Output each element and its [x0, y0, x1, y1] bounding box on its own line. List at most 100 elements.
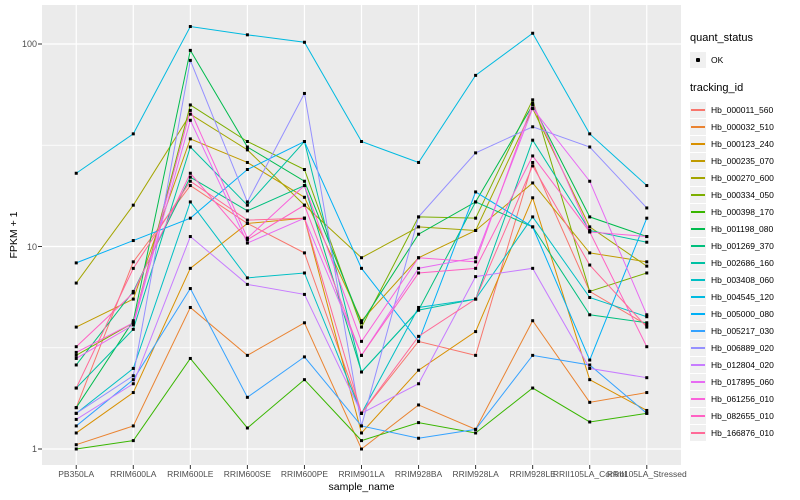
data-point [360, 447, 363, 451]
data-point [188, 48, 192, 52]
data-point [302, 91, 306, 95]
data-point [188, 179, 192, 183]
legend-item-quant-ok: OK [690, 51, 798, 68]
legend-item: Hb_001269_370 [690, 237, 798, 254]
data-point [74, 356, 78, 360]
data-point [245, 160, 249, 164]
data-point [531, 160, 535, 164]
data-point [645, 376, 649, 380]
data-point [531, 353, 535, 357]
data-point [588, 251, 592, 255]
legend-item-label: Hb_082655_010 [711, 410, 774, 421]
data-point [474, 427, 478, 431]
data-point [74, 411, 78, 415]
data-point [131, 327, 135, 331]
legend-item-label: Hb_001269_370 [711, 240, 774, 251]
data-point [588, 295, 592, 299]
legend-key-swatch [690, 135, 706, 152]
data-point [74, 325, 78, 329]
data-point [588, 263, 592, 267]
data-point [360, 411, 363, 415]
legend-title-quant-status: quant_status [690, 32, 753, 44]
legend-key-swatch [690, 390, 706, 407]
data-point [360, 370, 363, 374]
legend-item: Hb_003408_060 [690, 271, 798, 288]
data-point [531, 319, 535, 323]
data-point [531, 386, 535, 390]
legend-color-line-icon [691, 244, 705, 247]
data-point [131, 439, 135, 443]
data-point [360, 325, 363, 329]
legend-key-swatch [690, 254, 706, 271]
data-point [474, 216, 478, 220]
data-point [74, 424, 78, 428]
legend-item-label: Hb_000398_170 [711, 206, 774, 217]
data-point [131, 378, 135, 382]
legend-color-line-icon [691, 159, 705, 162]
data-point [360, 339, 363, 343]
legend-key-swatch [690, 118, 706, 135]
legend-color-line-icon [691, 261, 705, 264]
legend-item: Hb_000123_240 [690, 135, 798, 152]
data-point [302, 321, 306, 325]
legend-color-line-icon [691, 227, 705, 230]
data-point [131, 132, 135, 136]
data-point [645, 260, 649, 264]
data-point [360, 140, 363, 144]
data-point [360, 353, 363, 357]
data-point [302, 271, 306, 275]
y-tick-label: 100 [21, 39, 37, 49]
data-point [645, 323, 649, 327]
data-point [588, 132, 592, 136]
data-point [188, 356, 192, 360]
data-point [531, 196, 535, 200]
x-tick-label: RRIM600LE [167, 469, 214, 479]
data-point [245, 145, 249, 149]
data-point [131, 391, 135, 395]
legend-key-swatch [690, 339, 706, 356]
legend-color-line-icon [691, 108, 705, 111]
legend-key-swatch [690, 101, 706, 118]
legend-item-label: Hb_000270_600 [711, 172, 774, 183]
data-point [417, 232, 421, 236]
legend-color-line-icon [691, 397, 705, 400]
legend-key-swatch [690, 373, 706, 390]
data-point [302, 216, 306, 220]
data-point [645, 235, 649, 239]
data-point [74, 431, 78, 435]
data-point [188, 58, 192, 62]
legend-color-line-icon [691, 278, 705, 281]
data-point [531, 101, 535, 105]
data-point [245, 148, 249, 152]
data-point [531, 215, 535, 219]
data-point [474, 200, 478, 204]
legend-color-line-icon [691, 329, 705, 332]
data-point [188, 287, 192, 291]
data-point [74, 406, 78, 410]
legend-item-label: Hb_006889_020 [711, 342, 774, 353]
data-point [417, 421, 421, 425]
data-point [531, 181, 535, 185]
data-point [417, 215, 421, 219]
legend-item: Hb_005217_030 [690, 322, 798, 339]
legend-item-label: Hb_000123_240 [711, 138, 774, 149]
legend-key-swatch [690, 407, 706, 424]
legend-item-label: Hb_003408_060 [711, 274, 774, 285]
data-point [645, 264, 649, 268]
data-point [360, 431, 363, 435]
data-point [245, 221, 249, 225]
x-tick-label: RRIM600LA [110, 469, 157, 479]
data-point [74, 281, 78, 285]
data-point [131, 297, 135, 301]
legend-item-label: Hb_166876_010 [711, 427, 774, 438]
data-point [245, 140, 249, 144]
data-point [417, 368, 421, 372]
data-point [531, 31, 535, 35]
data-point [302, 168, 306, 172]
data-point [302, 179, 306, 183]
data-point [645, 325, 649, 329]
data-point [131, 321, 135, 325]
data-point [188, 145, 192, 149]
data-point [74, 261, 78, 265]
data-point [645, 184, 649, 188]
